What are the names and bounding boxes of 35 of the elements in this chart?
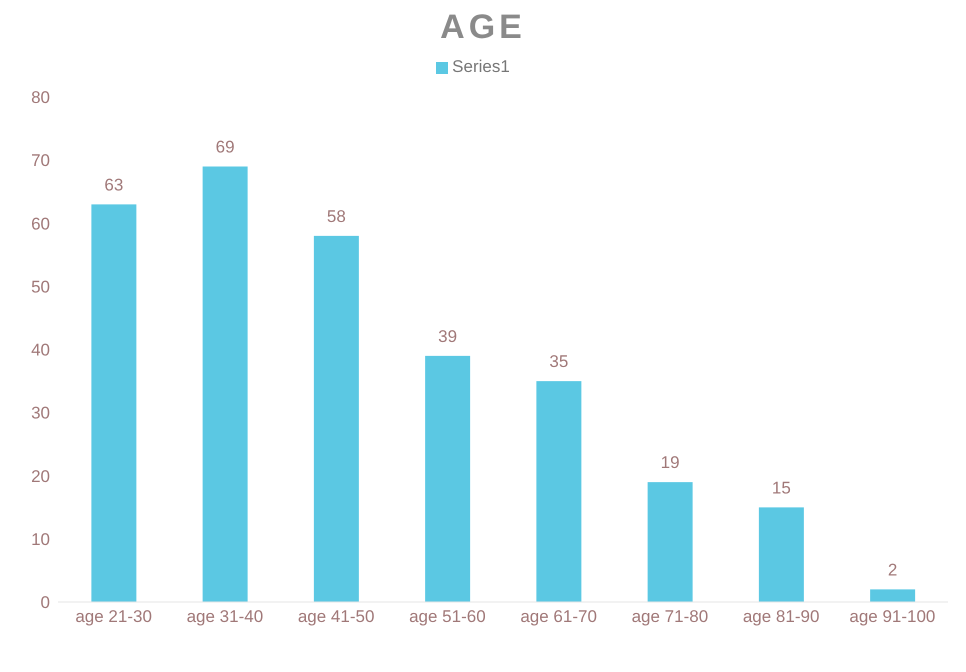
- y-tick-label: 80: [31, 88, 50, 108]
- data-label: 2: [888, 560, 898, 580]
- bar: [758, 507, 804, 602]
- y-tick-label: 0: [40, 593, 50, 612]
- data-label: 39: [438, 326, 458, 346]
- x-tick-label: age 71-80: [632, 607, 708, 626]
- legend-label: Series1: [452, 57, 510, 76]
- y-tick-label: 50: [31, 277, 50, 296]
- x-tick-label: age 51-60: [409, 607, 486, 626]
- bar: [91, 204, 136, 602]
- data-label: 19: [660, 453, 680, 472]
- x-tick-label: age 81-90: [742, 607, 820, 626]
- bar: [314, 236, 359, 602]
- bar: [648, 482, 693, 602]
- data-label: 69: [216, 137, 235, 156]
- y-tick-label: 30: [31, 404, 50, 423]
- y-tick-label: 70: [31, 151, 50, 170]
- data-label: 63: [104, 175, 124, 194]
- bar: [536, 381, 582, 602]
- y-tick-label: 60: [31, 214, 50, 234]
- bar: [870, 589, 916, 602]
- bar: [202, 166, 248, 602]
- x-tick-label: age 61-70: [520, 607, 597, 626]
- y-tick-label: 10: [31, 530, 50, 549]
- chart-title: AGE: [439, 8, 527, 47]
- data-label: 35: [549, 352, 568, 372]
- bar: [425, 356, 470, 602]
- x-tick-label: age 91-100: [849, 607, 936, 626]
- x-tick-label: age 41-50: [298, 607, 374, 626]
- y-tick-label: 20: [31, 466, 50, 486]
- data-label: 15: [772, 478, 791, 498]
- y-tick-label: 40: [31, 340, 50, 360]
- x-tick-label: age 21-30: [75, 607, 152, 626]
- data-label: 58: [326, 206, 346, 226]
- x-tick-label: age 31-40: [186, 607, 264, 626]
